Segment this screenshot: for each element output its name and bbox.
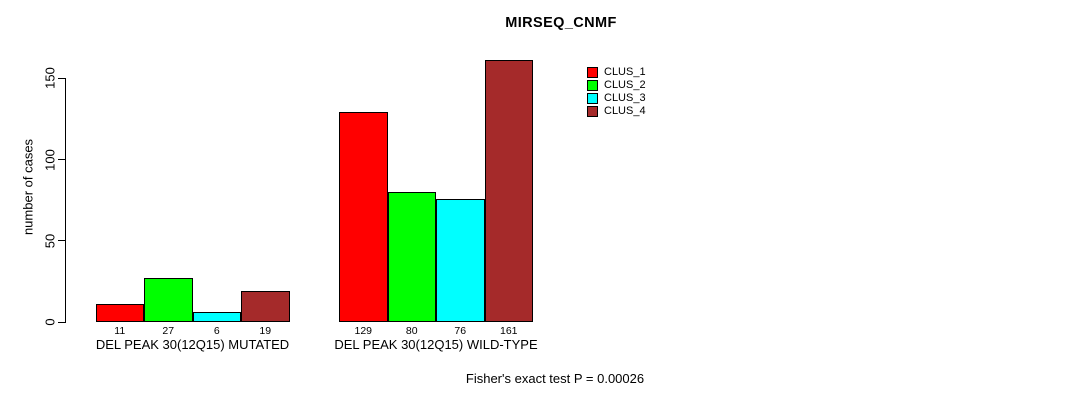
bar-value-label: 11 (114, 325, 126, 337)
legend-label: CLUS_2 (604, 79, 646, 91)
bar-clus_4-group2 (484, 60, 533, 322)
y-axis-tick (58, 240, 66, 242)
y-axis-label: number of cases (20, 138, 36, 236)
legend-item: CLUS_2 (587, 79, 646, 92)
legend: CLUS_1 CLUS_2 CLUS_3 CLUS_4 (587, 66, 646, 118)
bar-clus_1-group2 (339, 112, 388, 322)
legend-swatch (587, 80, 598, 91)
legend-label: CLUS_1 (604, 66, 646, 78)
y-axis-tick (58, 77, 66, 79)
x-category-label: DEL PEAK 30(12Q15) WILD-TYPE (334, 337, 538, 352)
y-axis-tick-label: 150 (42, 67, 58, 90)
bar-value-label: 6 (213, 325, 220, 337)
legend-label: CLUS_3 (604, 92, 646, 104)
bar-value-label: 19 (259, 325, 272, 337)
legend-item: CLUS_3 (587, 92, 646, 105)
bar-clus_2-group2 (387, 192, 436, 322)
y-axis-tick-label: 0 (42, 318, 58, 326)
y-axis-tick (58, 159, 66, 161)
legend-item: CLUS_1 (587, 66, 646, 79)
y-axis-tick-label: 50 (42, 233, 58, 248)
bar-clus_3-group2 (436, 198, 485, 322)
bar-clus_2-group1 (144, 278, 193, 322)
y-axis-tick (58, 321, 66, 323)
legend-label: CLUS_4 (604, 105, 646, 117)
y-axis-line (65, 78, 66, 322)
y-axis-tick-label: 100 (42, 148, 58, 171)
chart-title: MIRSEQ_CNMF (505, 15, 617, 31)
bar-value-label: 161 (499, 325, 518, 337)
bar-value-label: 76 (454, 325, 467, 337)
legend-swatch (587, 93, 598, 104)
bar-value-label: 129 (354, 325, 373, 337)
bar-value-label: 27 (162, 325, 175, 337)
fisher-test-annotation: Fisher's exact test P = 0.00026 (465, 371, 645, 386)
legend-item: CLUS_4 (587, 105, 646, 118)
bar-value-label: 80 (405, 325, 418, 337)
bar-clus_4-group1 (241, 291, 290, 322)
bar-clus_3-group1 (192, 312, 241, 322)
x-category-label: DEL PEAK 30(12Q15) MUTATED (95, 337, 290, 352)
bar-clus_1-group1 (95, 304, 144, 322)
legend-swatch (587, 106, 598, 117)
legend-swatch (587, 67, 598, 78)
